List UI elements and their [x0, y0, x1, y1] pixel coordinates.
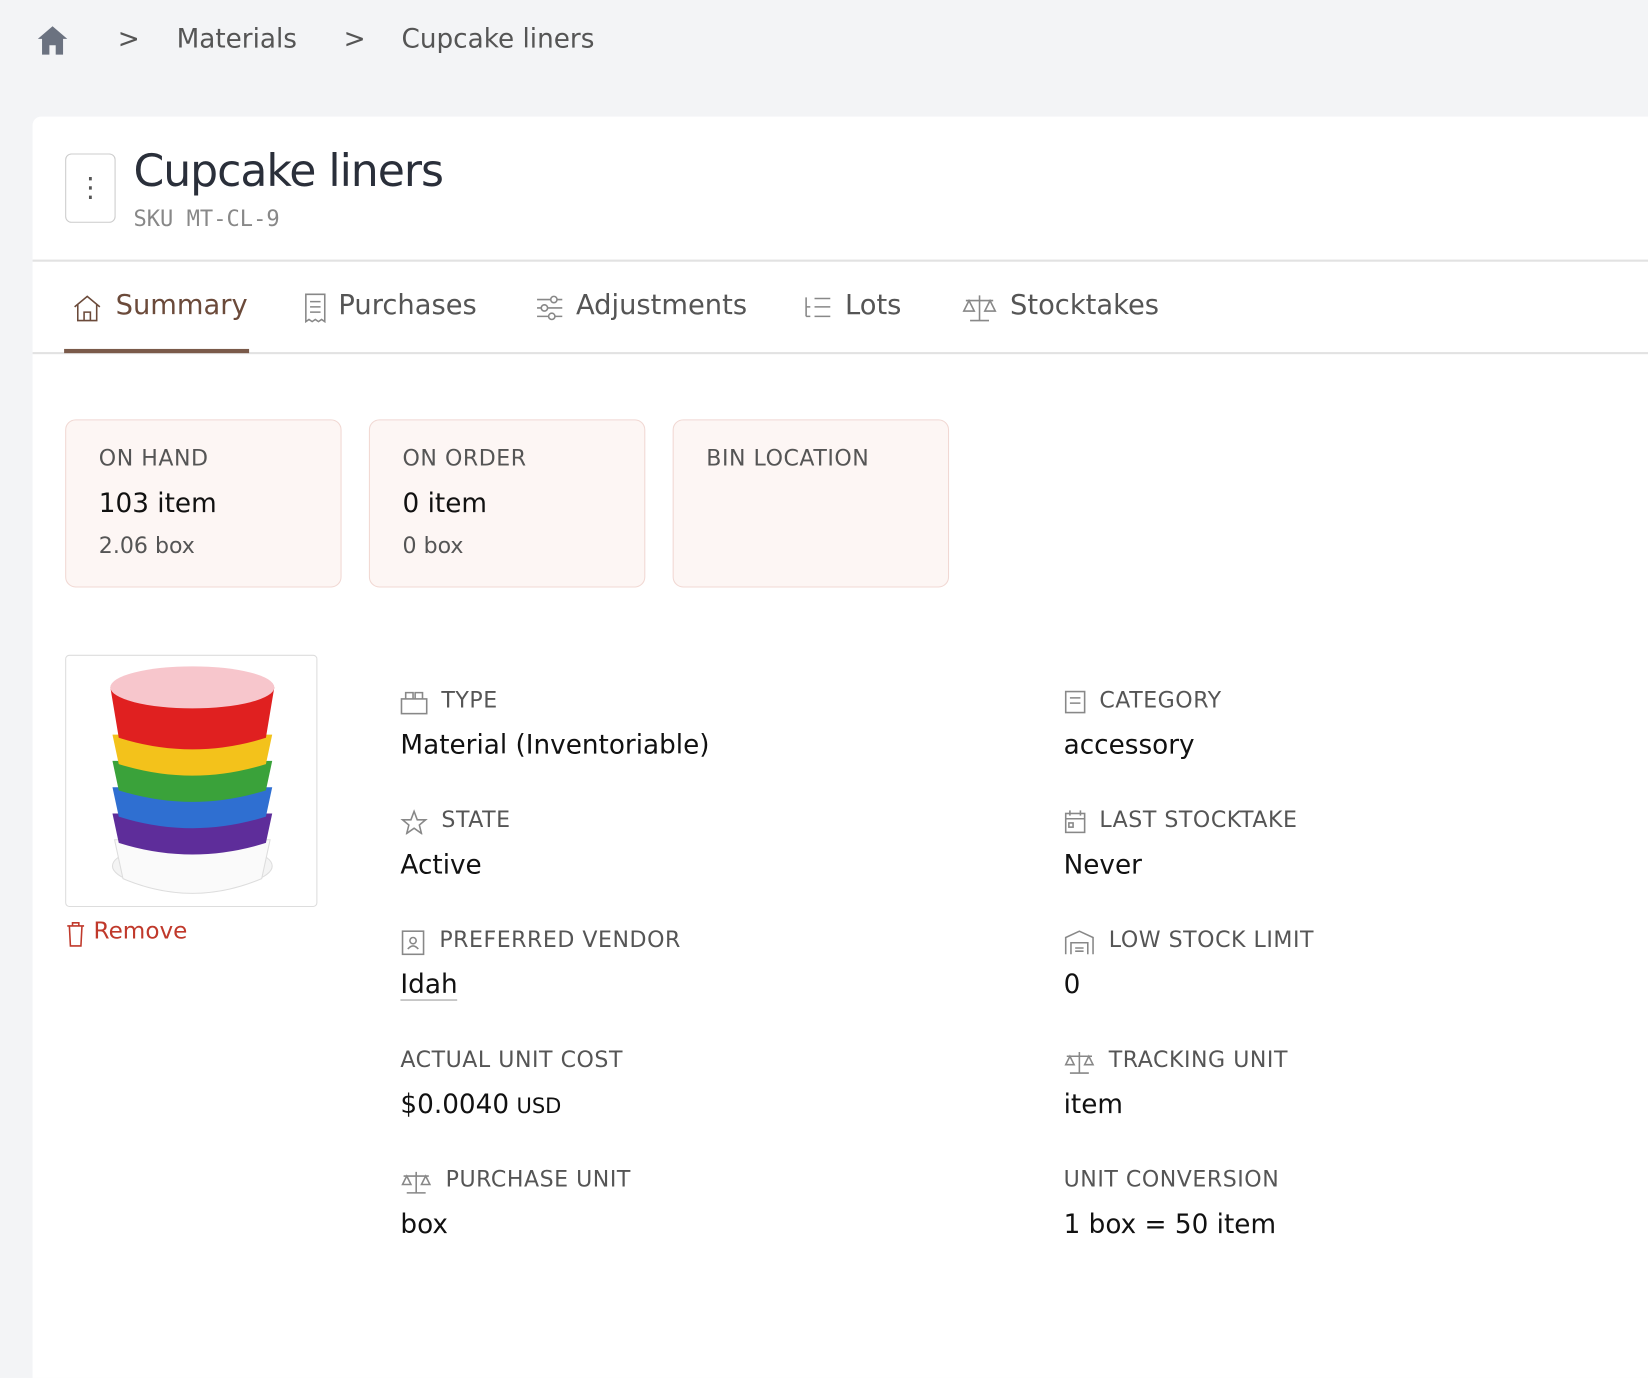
tab[interactable]: Lots: [845, 290, 902, 322]
stat-primary: 0 item: [402, 487, 487, 519]
trash-icon: [67, 921, 85, 947]
home-icon[interactable]: [36, 23, 70, 57]
field-value: accessory: [1063, 729, 1195, 760]
remove-button[interactable]: Remove: [93, 918, 188, 945]
field-label: STATE: [441, 807, 511, 833]
field-value: box: [400, 1208, 448, 1240]
divider: [32, 259, 1648, 262]
tab-icon: [74, 295, 101, 322]
page: > > Materials Cupcake liners ⋮ Cupcake l…: [32, 23, 1648, 1378]
stat-primary: 103 item: [98, 487, 217, 519]
field-icon: [1064, 1052, 1095, 1074]
field-value: 1 box = 50 item: [1063, 1208, 1277, 1240]
tab[interactable]: Stocktakes: [1010, 290, 1160, 322]
stat-secondary: 2.06 box: [98, 532, 195, 559]
image-frame: [65, 654, 318, 908]
field-label: PREFERRED VENDOR: [439, 926, 681, 953]
product-image: [110, 666, 275, 894]
tab[interactable]: Purchases: [338, 290, 477, 322]
tab[interactable]: Summary: [115, 290, 248, 322]
field-label: UNIT CONVERSION: [1063, 1166, 1280, 1192]
currency: USD: [516, 1093, 562, 1119]
stat-label: ON ORDER: [402, 445, 527, 471]
field-value: $0.0040 USD: [400, 1088, 562, 1120]
field-icon: [1064, 810, 1086, 834]
chevron: >: [343, 23, 366, 54]
field-icon: [401, 1171, 432, 1194]
chevron: >: [117, 23, 140, 54]
tab-icon: [537, 295, 563, 321]
field-icon: [1064, 930, 1094, 955]
tab-icon: [962, 295, 997, 322]
field-icon: [1064, 690, 1086, 714]
tab-underline: [64, 348, 250, 354]
stat-card: BIN LOCATION: [672, 419, 950, 588]
field-label: LOW STOCK LIMIT: [1108, 926, 1315, 953]
field-label: ACTUAL UNIT COST: [400, 1046, 623, 1073]
stat-secondary: 0 box: [402, 532, 464, 559]
field-label: PURCHASE UNIT: [445, 1166, 631, 1192]
field-icon: [400, 691, 428, 715]
tab[interactable]: Adjustments: [575, 290, 748, 322]
field-label: TRACKING UNIT: [1108, 1046, 1288, 1073]
field-value: Material (Inventoriable): [400, 729, 710, 760]
field-icon: [400, 809, 428, 835]
card: [32, 116, 1648, 1378]
field-value: Active: [400, 849, 482, 880]
breadcrumb-link[interactable]: Materials: [176, 23, 298, 54]
stat-card: ON HAND 103 item 2.06 box: [65, 419, 342, 588]
menu-button[interactable]: ⋮: [65, 153, 116, 223]
stat-label: BIN LOCATION: [706, 445, 870, 471]
field-value[interactable]: Idah: [400, 969, 458, 1001]
tab-icon: [805, 297, 831, 318]
viewport: > > Materials Cupcake liners ⋮ Cupcake l…: [32, 23, 1648, 1378]
stat-label: ON HAND: [98, 445, 209, 471]
field-label: TYPE: [441, 687, 498, 713]
field-label: LAST STOCKTAKE: [1099, 807, 1298, 833]
field-value: 0: [1063, 969, 1081, 1000]
field-icon: [401, 930, 425, 956]
field-value: item: [1063, 1088, 1123, 1120]
breadcrumb-current: Cupcake liners: [401, 23, 595, 54]
tab-icon: [305, 293, 326, 324]
field-value: Never: [1063, 849, 1142, 880]
title: Cupcake liners: [133, 145, 443, 197]
sku: SKU MT-CL-9: [133, 205, 280, 232]
divider: [32, 352, 1648, 354]
stat-card: ON ORDER 0 item 0 box: [368, 419, 646, 588]
field-label: CATEGORY: [1099, 687, 1222, 713]
